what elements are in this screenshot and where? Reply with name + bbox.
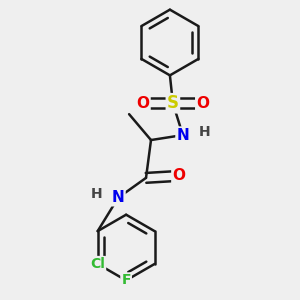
Text: F: F	[122, 273, 131, 287]
Text: N: N	[176, 128, 189, 142]
Text: O: O	[196, 96, 209, 111]
Text: H: H	[199, 125, 211, 139]
Text: O: O	[172, 168, 185, 183]
Text: H: H	[90, 187, 102, 201]
Text: S: S	[167, 94, 179, 112]
Text: Cl: Cl	[90, 257, 105, 271]
Text: O: O	[136, 96, 149, 111]
Text: N: N	[112, 190, 124, 205]
